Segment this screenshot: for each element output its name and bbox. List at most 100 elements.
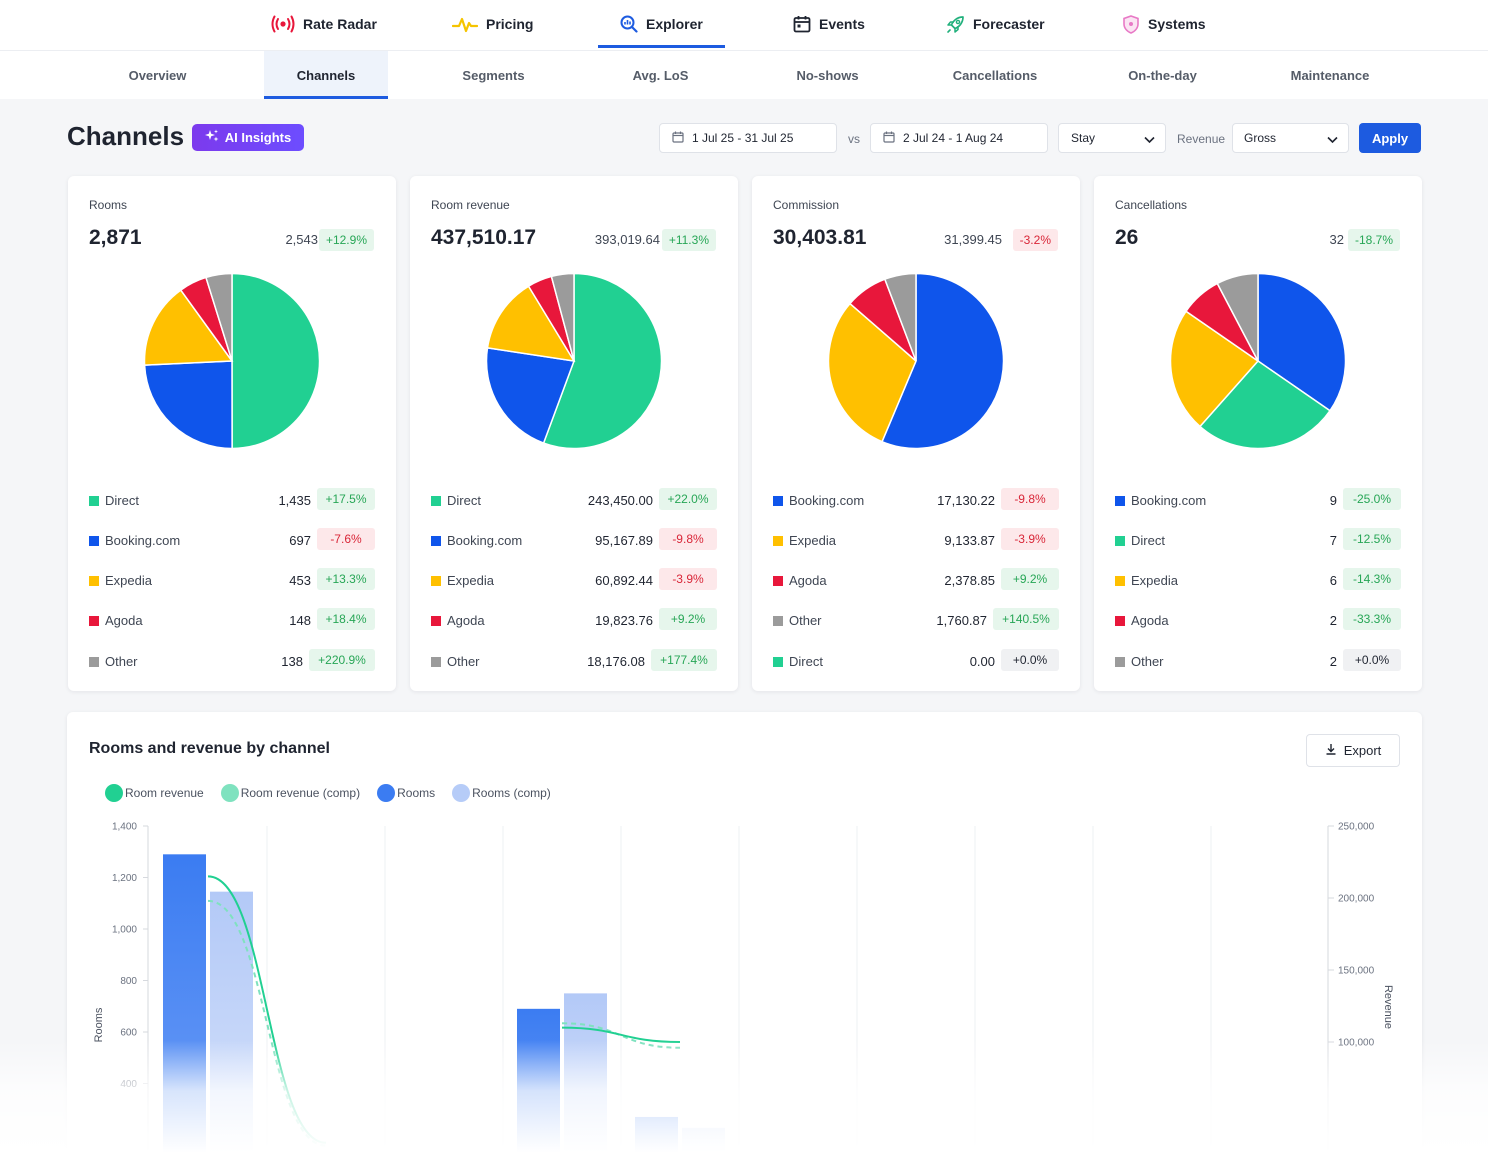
pie-slice-direct[interactable] (1198, 360, 1332, 449)
legend-item-room-revenue[interactable]: Room revenue (105, 784, 204, 802)
bar-rooms[interactable] (635, 1116, 678, 1153)
legend-item-rooms-comp[interactable]: Rooms (comp) (452, 784, 551, 802)
pie-slice-direct[interactable] (542, 273, 662, 449)
channel-name: Direct (789, 654, 823, 669)
channel-row-expedia: Expedia 9,133.87 -3.9% (773, 528, 1059, 553)
channel-name: Agoda (1131, 613, 1169, 628)
channel-change-badge: -12.5% (1343, 528, 1401, 550)
pie-slice-expedia[interactable] (828, 302, 917, 443)
channel-value: 9,133.87 (944, 533, 995, 548)
channel-name: Booking.com (1131, 493, 1207, 508)
channel-value: 9 (1329, 493, 1337, 508)
compare-range-picker[interactable]: 2 Jul 24 - 1 Aug 24 (870, 123, 1048, 153)
legend-swatch (773, 496, 783, 506)
legend-swatch (452, 784, 471, 802)
legend-swatch (1115, 657, 1125, 667)
sub-nav: Overview Channels Segments Avg. LoS No-s… (0, 51, 1488, 99)
pie-slice-booking-com[interactable] (881, 273, 1004, 449)
channel-name: Booking.com (447, 533, 523, 548)
legend-swatch (89, 576, 99, 586)
legend-swatch (1115, 576, 1125, 586)
legend-swatch (105, 784, 123, 802)
channel-name: Direct (105, 493, 139, 508)
bar-rooms-comp[interactable] (682, 1127, 725, 1153)
tab-maintenance[interactable]: Maintenance (1290, 67, 1370, 83)
card-previous-value: 31,399.45 (944, 232, 1002, 247)
channel-name: Direct (1131, 533, 1165, 548)
date-type-select[interactable]: Stay (1058, 123, 1166, 153)
revenue-type-select[interactable]: Gross (1232, 123, 1349, 153)
channel-value: 1,435 (278, 493, 311, 508)
channel-row-agoda: Agoda 19,823.76 +9.2% (431, 608, 717, 633)
legend-swatch (1115, 496, 1125, 506)
tab-segments[interactable]: Segments (462, 67, 525, 83)
pie-chart (828, 273, 1004, 449)
pie-slice-other[interactable] (883, 273, 917, 362)
legend-label: Room revenue (comp) (240, 786, 361, 800)
pie-slice-expedia[interactable] (486, 285, 576, 362)
legend-swatch (431, 616, 441, 626)
pie-slice-booking-com[interactable] (1257, 273, 1346, 412)
legend-swatch (773, 616, 783, 626)
nav-forecaster[interactable]: Forecaster (946, 0, 1045, 48)
channel-row-other: Other 1,760.87 +140.5% (773, 608, 1059, 633)
tab-no-shows[interactable]: No-shows (796, 67, 859, 83)
apply-button[interactable]: Apply (1359, 123, 1421, 153)
channel-value: 19,823.76 (595, 613, 653, 628)
channel-change-badge: +9.2% (1001, 568, 1059, 590)
tab-avg-los[interactable]: Avg. LoS (632, 67, 689, 83)
y-axis-title: Rooms (93, 1007, 105, 1042)
channel-name: Agoda (789, 573, 827, 588)
date-range-value: 1 Jul 25 - 31 Jul 25 (692, 131, 794, 145)
nav-systems[interactable]: Systems (1122, 0, 1206, 48)
tab-cancellations[interactable]: Cancellations (952, 67, 1038, 83)
channel-change-badge: -9.8% (1001, 488, 1059, 510)
compare-range-value: 2 Jul 24 - 1 Aug 24 (903, 131, 1004, 145)
channel-value: 7 (1329, 533, 1337, 548)
card-previous-value: 32 (1329, 232, 1344, 247)
chevron-down-icon (1144, 133, 1155, 147)
pie-slice-other[interactable] (205, 273, 233, 362)
nav-pricing[interactable]: Pricing (452, 0, 533, 48)
channel-row-booking-com: Booking.com 697 -7.6% (89, 528, 375, 553)
channel-value: 17,130.22 (937, 493, 995, 508)
pie-slice-expedia[interactable] (144, 289, 234, 366)
channel-name: Expedia (105, 573, 152, 588)
nav-events[interactable]: Events (793, 0, 865, 48)
channel-value: 138 (281, 654, 303, 669)
pie-slice-other[interactable] (550, 273, 575, 362)
pie-slice-expedia[interactable] (1170, 310, 1260, 428)
legend-swatch (431, 576, 441, 586)
bar-rooms[interactable] (163, 854, 206, 1153)
date-range-picker[interactable]: 1 Jul 25 - 31 Jul 25 (659, 123, 837, 153)
legend-swatch (89, 616, 99, 626)
channel-row-other: Other 18,176.08 +177.4% (431, 649, 717, 674)
tab-overview[interactable]: Overview (128, 67, 187, 83)
bar-rooms[interactable] (517, 1008, 560, 1153)
pie-slice-other[interactable] (1216, 273, 1259, 362)
ai-insights-button[interactable]: AI Insights (192, 124, 304, 151)
tab-channels[interactable]: Channels (264, 51, 388, 99)
pie-chart (144, 273, 320, 449)
nav-label: Rate Radar (303, 16, 377, 32)
tab-on-the-day[interactable]: On-the-day (1128, 67, 1197, 83)
legend-label: Room revenue (125, 786, 204, 800)
channel-value: 60,892.44 (595, 573, 653, 588)
bar-rooms-comp[interactable] (564, 993, 607, 1153)
export-button[interactable]: Export (1306, 734, 1400, 767)
nav-explorer[interactable]: Explorer (598, 0, 725, 48)
nav-rate-radar[interactable]: Rate Radar (271, 0, 377, 48)
legend-item-rooms[interactable]: Rooms (377, 784, 435, 802)
channel-value: 1,760.87 (936, 613, 987, 628)
channel-row-direct: Direct 7 -12.5% (1115, 528, 1401, 553)
pie-chart (486, 273, 662, 449)
y2-axis-title: Revenue (1382, 985, 1394, 1029)
nav-label: Forecaster (973, 16, 1045, 32)
pie-slice-direct[interactable] (231, 273, 320, 449)
page-title: Channels (67, 121, 185, 151)
legend-item-room-revenue-comp[interactable]: Room revenue (comp) (220, 784, 361, 802)
channel-row-direct: Direct 243,450.00 +22.0% (431, 488, 717, 513)
pie-slice-booking-com[interactable] (486, 347, 576, 445)
pie-slice-booking-com[interactable] (144, 360, 233, 449)
nav-label: Events (819, 16, 865, 32)
